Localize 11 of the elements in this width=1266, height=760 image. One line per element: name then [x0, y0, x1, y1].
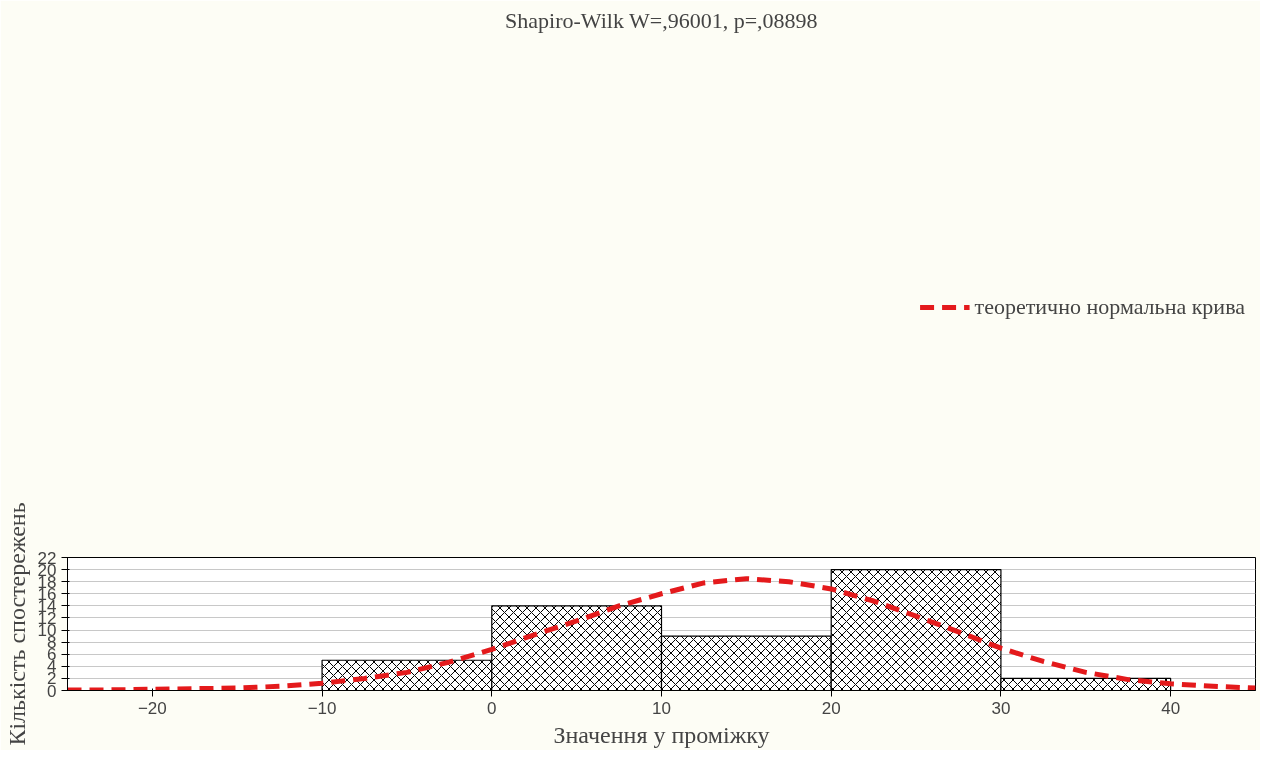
- x-tick-label: 0: [487, 698, 497, 718]
- x-tick-label: −10: [307, 698, 337, 718]
- x-tick-label: −20: [137, 698, 167, 718]
- legend-label: теоретично нормальна крива: [974, 294, 1245, 320]
- y-axis-title: Кількість спостережень: [3, 502, 30, 746]
- x-tick-label: 40: [1161, 698, 1181, 718]
- x-tick-label: 10: [652, 698, 671, 718]
- x-tick-label: 30: [991, 698, 1011, 718]
- chart-title: Shapiro-Wilk W=,96001, p=,08898: [505, 7, 818, 33]
- x-axis-title: Значення у проміжку: [553, 721, 770, 748]
- x-tick-label: 20: [821, 698, 841, 718]
